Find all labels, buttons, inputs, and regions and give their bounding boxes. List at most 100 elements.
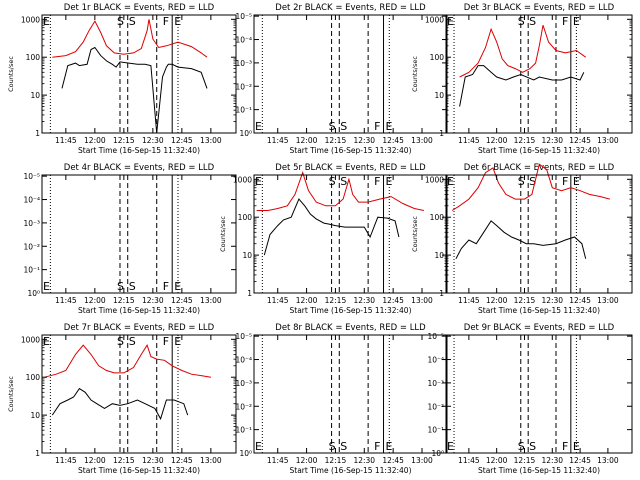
marker-label-e: E bbox=[447, 440, 454, 453]
y-tick-label: 10⁻¹ bbox=[235, 426, 252, 435]
x-tick-label: 13:00 bbox=[200, 456, 222, 465]
marker-label-e: E bbox=[447, 175, 454, 188]
x-axis-label: Start Time (16-Sep-15 11:32:40) bbox=[478, 146, 600, 155]
x-tick-label: 13:00 bbox=[597, 296, 619, 305]
y-tick-label: 100 bbox=[26, 373, 41, 382]
y-tick-label: 100 bbox=[26, 53, 41, 62]
x-tick-label: 13:00 bbox=[411, 136, 433, 145]
marker-label-s: S bbox=[329, 120, 336, 133]
series-lld-line bbox=[451, 163, 610, 211]
x-tick-label: 12:00 bbox=[296, 296, 318, 305]
series-events-line bbox=[455, 220, 587, 260]
x-tick-label: 12:15 bbox=[113, 136, 135, 145]
y-tick-label: 10⁻⁵ bbox=[427, 332, 444, 341]
x-tick-label: 12:45 bbox=[171, 296, 193, 305]
marker-label-e: E bbox=[447, 15, 454, 28]
x-tick-label: 12:45 bbox=[171, 456, 193, 465]
y-axis-label: Counts/sec bbox=[7, 56, 15, 92]
panel-title: Det 4r BLACK = Events, RED = LLD bbox=[64, 163, 215, 173]
marker-label-e: E bbox=[386, 440, 393, 453]
marker-label-s: S bbox=[329, 175, 336, 188]
x-tick-label: 12:30 bbox=[353, 456, 375, 465]
x-tick-label: 11:45 bbox=[267, 296, 289, 305]
plot-frame bbox=[41, 14, 237, 134]
x-tick-label: 12:15 bbox=[325, 136, 347, 145]
marker-label-e: E bbox=[174, 335, 181, 348]
marker-label-s: S bbox=[117, 15, 124, 28]
y-tick-label: 1 bbox=[35, 129, 40, 138]
y-tick-label: 10⁰ bbox=[239, 449, 252, 458]
marker-label-s: S bbox=[129, 335, 136, 348]
panel-title: Det 3r BLACK = Events, RED = LLD bbox=[464, 3, 615, 13]
marker-label-s: S bbox=[340, 120, 347, 133]
x-tick-label: 12:30 bbox=[541, 296, 563, 305]
y-tick-label: 10⁻³ bbox=[427, 379, 444, 388]
x-tick-label: 13:00 bbox=[200, 136, 222, 145]
series-events-line bbox=[51, 387, 189, 421]
marker-label-e: E bbox=[573, 440, 580, 453]
x-tick-label: 12:15 bbox=[325, 456, 347, 465]
y-axis-label: Counts/sec bbox=[7, 376, 15, 412]
y-tick-label: 100 bbox=[238, 213, 253, 222]
marker-label-e: E bbox=[174, 15, 181, 28]
x-tick-label: 11:45 bbox=[55, 296, 77, 305]
y-tick-label: 10⁻² bbox=[235, 402, 252, 411]
marker-label-s: S bbox=[518, 175, 525, 188]
marker-label-f: F bbox=[562, 15, 568, 28]
marker-label-f: F bbox=[374, 440, 380, 453]
x-tick-label: 13:00 bbox=[597, 136, 619, 145]
panel-title: Det 6r BLACK = Events, RED = LLD bbox=[464, 163, 615, 173]
y-tick-label: 1000 bbox=[425, 15, 444, 24]
marker-label-f: F bbox=[163, 335, 169, 348]
series-events-line bbox=[263, 198, 400, 256]
x-tick-label: 11:45 bbox=[267, 136, 289, 145]
x-tick-label: 11:45 bbox=[458, 296, 480, 305]
plot-frame bbox=[253, 334, 448, 454]
marker-label-e: E bbox=[573, 15, 580, 28]
panel-title: Det 2r BLACK = Events, RED = LLD bbox=[275, 3, 426, 13]
x-axis-label: Start Time (16-Sep-15 11:32:40) bbox=[290, 466, 412, 475]
x-tick-label: 12:15 bbox=[325, 296, 347, 305]
series-lld-line bbox=[256, 171, 425, 211]
plot-frame bbox=[41, 334, 237, 454]
x-axis-label: Start Time (16-Sep-15 11:32:40) bbox=[478, 306, 600, 315]
series-lld-line bbox=[44, 344, 211, 378]
marker-label-s: S bbox=[117, 280, 124, 293]
x-tick-label: 12:00 bbox=[84, 136, 106, 145]
x-tick-label: 12:15 bbox=[514, 136, 536, 145]
x-tick-label: 12:30 bbox=[142, 456, 164, 465]
y-tick-label: 10 bbox=[434, 251, 444, 260]
y-tick-label: 10⁰ bbox=[431, 449, 444, 458]
y-tick-label: 10⁻¹ bbox=[23, 266, 40, 275]
y-tick-label: 10⁻⁵ bbox=[235, 12, 252, 21]
marker-label-s: S bbox=[529, 15, 536, 28]
panel-title: Det 5r BLACK = Events, RED = LLD bbox=[275, 163, 426, 173]
marker-label-e: E bbox=[386, 175, 393, 188]
y-tick-label: 10⁻² bbox=[23, 242, 40, 251]
y-tick-label: 10⁻¹ bbox=[427, 426, 444, 435]
x-axis-label: Start Time (16-Sep-15 11:32:40) bbox=[290, 146, 412, 155]
marker-label-f: F bbox=[562, 175, 568, 188]
x-tick-label: 12:15 bbox=[514, 456, 536, 465]
plot-frame bbox=[445, 14, 633, 134]
x-tick-label: 12:45 bbox=[569, 136, 591, 145]
y-axis-label: Counts/sec bbox=[411, 216, 419, 252]
marker-label-e: E bbox=[255, 175, 262, 188]
marker-label-f: F bbox=[374, 120, 380, 133]
x-tick-label: 12:00 bbox=[486, 456, 508, 465]
plot-frame bbox=[41, 174, 237, 294]
x-tick-label: 12:45 bbox=[382, 456, 404, 465]
marker-label-e: E bbox=[573, 175, 580, 188]
y-tick-label: 1000 bbox=[425, 175, 444, 184]
x-tick-label: 13:00 bbox=[411, 456, 433, 465]
x-tick-label: 11:45 bbox=[267, 456, 289, 465]
y-tick-label: 10 bbox=[242, 251, 252, 260]
y-tick-label: 1 bbox=[439, 129, 444, 138]
y-tick-label: 100 bbox=[430, 213, 445, 222]
